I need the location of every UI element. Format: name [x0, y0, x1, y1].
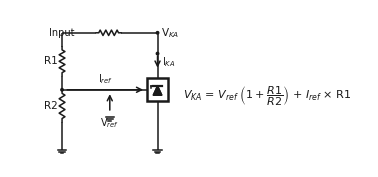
Circle shape: [156, 52, 159, 55]
Text: I$_{KA}$: I$_{KA}$: [162, 55, 176, 69]
Text: $V_{KA}$ = $V_{ref}$ $\left(1 + \dfrac{R1}{R2}\right)$ + $I_{ref}$ $\times$ R1: $V_{KA}$ = $V_{ref}$ $\left(1 + \dfrac{R…: [183, 84, 352, 108]
Bar: [147, 78, 168, 101]
Text: I$_{ref}$: I$_{ref}$: [98, 72, 113, 85]
Text: V$_{ref}$: V$_{ref}$: [100, 116, 119, 130]
Polygon shape: [153, 86, 162, 95]
Text: R1: R1: [44, 56, 57, 66]
Text: Input: Input: [49, 28, 74, 38]
Circle shape: [61, 88, 63, 91]
Text: V$_{KA}$: V$_{KA}$: [161, 26, 180, 40]
Text: R2: R2: [44, 101, 57, 111]
Circle shape: [156, 32, 159, 34]
